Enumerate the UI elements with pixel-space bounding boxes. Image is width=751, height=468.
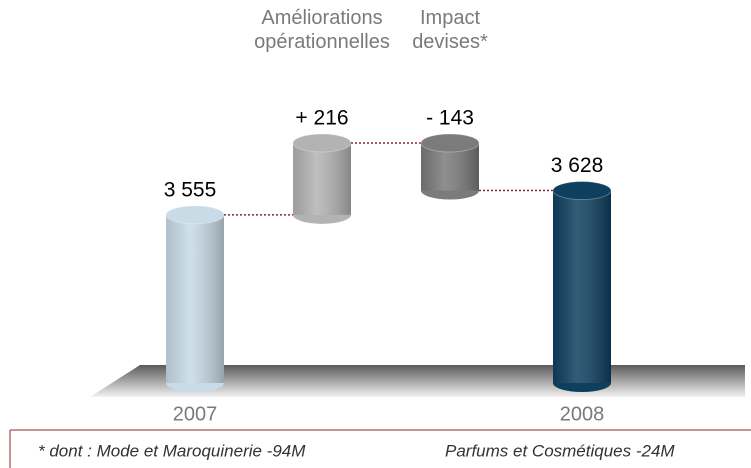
- category-label: Impact devises*: [412, 7, 488, 53]
- bar: [420, 133, 480, 200]
- category-label: 2008: [560, 403, 605, 425]
- bar-top: [552, 181, 612, 201]
- value-label: 3 555: [164, 178, 217, 201]
- value-label: - 143: [426, 106, 474, 129]
- value-label: + 216: [295, 106, 348, 129]
- bar-shade: [166, 214, 224, 383]
- value-label: 3 628: [551, 154, 604, 177]
- bar: [292, 133, 352, 224]
- category-label-text: Impact devises*: [412, 7, 488, 53]
- footnote: * dont : Mode et Maroquinerie -94M: [38, 441, 306, 460]
- bar-top: [420, 133, 480, 153]
- bar-shade: [293, 142, 351, 215]
- category-label: Améliorations opérationnelles: [254, 7, 390, 53]
- bar-top: [292, 133, 352, 153]
- bar-shade: [553, 190, 611, 383]
- bar-top: [165, 205, 225, 225]
- bar: [165, 205, 225, 392]
- category-label: 2007: [173, 403, 218, 425]
- category-label-text: Améliorations opérationnelles: [254, 7, 390, 53]
- footnote: Parfums et Cosmétiques -24M: [445, 441, 675, 460]
- bar: [552, 181, 612, 392]
